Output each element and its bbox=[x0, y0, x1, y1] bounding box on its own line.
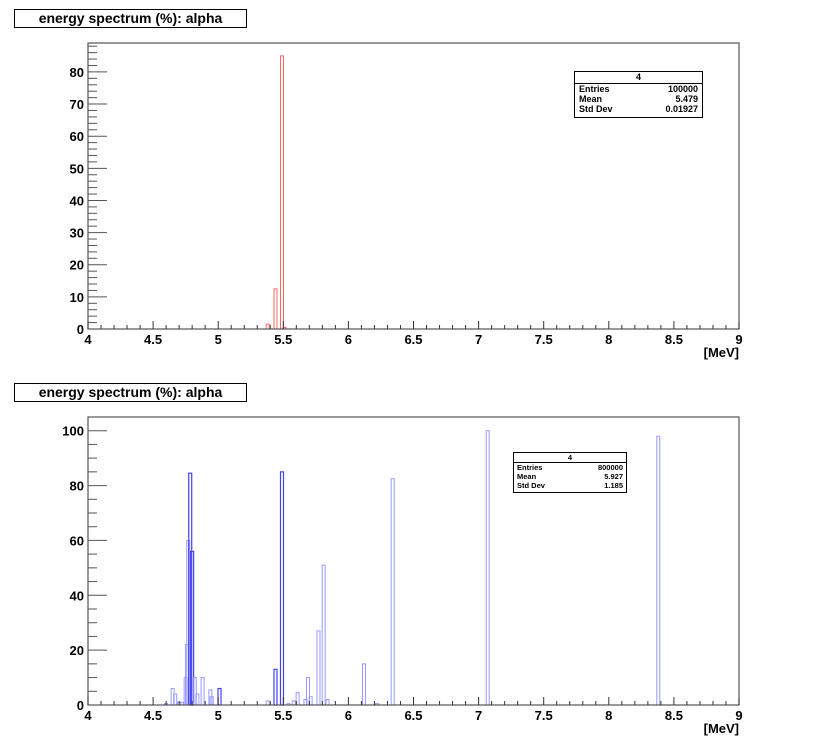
histogram-bar bbox=[291, 700, 296, 706]
y-tick-label: 80 bbox=[70, 479, 84, 494]
histogram-bar bbox=[195, 693, 200, 706]
x-tick-label: 6.5 bbox=[404, 708, 422, 723]
x-tick-label: 5.5 bbox=[274, 332, 292, 347]
x-tick-label: 8 bbox=[605, 332, 612, 347]
bottom-chart-plot: 4 4.5 5 5.5 6 6.5 7 7.5 8 8.5 9[MeV] 0 20 40 60 80 100 bbox=[62, 416, 743, 736]
stats-row-entries: Entries 100000 bbox=[579, 84, 698, 94]
x-tick-label: 9 bbox=[735, 332, 742, 347]
y-tick-label: 40 bbox=[70, 588, 84, 603]
stats-row-mean: Mean 5.479 bbox=[579, 94, 698, 104]
x-tick-label: 8 bbox=[605, 708, 612, 723]
bottom-chart-stats-box: 4 Entries 800000 Mean 5.927 Std Dev 1.185 bbox=[513, 452, 627, 493]
histogram-bar bbox=[325, 699, 330, 706]
top-chart-plot: 4 4.5 5 5.5 6 6.5 7 7.5 8 8.5 9[MeV] 0 10 20 30 40 50 60 7… bbox=[70, 42, 743, 360]
x-tick-label: 5 bbox=[215, 708, 222, 723]
histogram-bar bbox=[390, 478, 395, 706]
x-tick-label: 7 bbox=[475, 332, 482, 347]
x-tick-label: 7.5 bbox=[535, 708, 553, 723]
histogram-bar bbox=[316, 630, 321, 706]
stats-row-stddev: Std Dev 1.185 bbox=[517, 481, 623, 490]
histogram-bar bbox=[279, 471, 285, 706]
y-tick-label: 0 bbox=[77, 698, 84, 713]
x-tick-label: 7.5 bbox=[535, 332, 553, 347]
y-tick-label: 100 bbox=[62, 424, 84, 439]
histogram-bar bbox=[362, 663, 367, 706]
y-tick-label: 60 bbox=[70, 129, 84, 144]
x-tick-label: 9 bbox=[735, 708, 742, 723]
x-tick-label: 6.5 bbox=[404, 332, 422, 347]
x-axis-unit: [MeV] bbox=[704, 721, 739, 736]
histogram-bar bbox=[273, 288, 278, 330]
y-tick-label: 30 bbox=[70, 226, 84, 241]
histogram-bar bbox=[173, 693, 178, 706]
x-tick-label: 6 bbox=[345, 332, 352, 347]
x-tick-label: 4 bbox=[84, 332, 92, 347]
histogram-bar bbox=[279, 55, 284, 330]
top-chart-stats-box: 4 Entries 100000 Mean 5.479 Std Dev 0.01927 bbox=[574, 71, 703, 118]
stats-row-entries: Entries 800000 bbox=[517, 463, 623, 472]
histogram-bar bbox=[265, 323, 270, 330]
stats-row-stddev: Std Dev 0.01927 bbox=[579, 104, 698, 114]
histogram-bar bbox=[200, 677, 205, 706]
y-tick-label: 0 bbox=[77, 322, 84, 337]
histogram-bar bbox=[265, 700, 270, 706]
x-tick-label: 4.5 bbox=[144, 332, 162, 347]
x-tick-label: 4.5 bbox=[144, 708, 162, 723]
x-tick-label: 7 bbox=[475, 708, 482, 723]
bottom-chart-title: energy spectrum (%): alpha bbox=[14, 383, 247, 402]
y-tick-label: 10 bbox=[70, 290, 84, 305]
y-tick-label: 40 bbox=[70, 193, 84, 208]
y-tick-label: 70 bbox=[70, 97, 84, 112]
top-chart-title: energy spectrum (%): alpha bbox=[14, 9, 247, 28]
histogram-bar bbox=[656, 435, 661, 706]
y-tick-label: 80 bbox=[70, 65, 84, 80]
x-tick-label: 6 bbox=[345, 708, 352, 723]
y-tick-label: 20 bbox=[70, 258, 84, 273]
x-axis-unit: [MeV] bbox=[704, 345, 739, 360]
stats-row-mean: Mean 5.927 bbox=[517, 472, 623, 481]
bottom-chart-panel: energy spectrum (%): alpha 4 4.5 5 5.5 6 6.5 7… bbox=[0, 375, 829, 750]
histogram-bar bbox=[485, 430, 490, 706]
histogram-bar bbox=[321, 564, 326, 706]
x-tick-label: 4 bbox=[84, 708, 92, 723]
top-chart-panel: energy spectrum (%): alpha 4 4.5 5 5.5 6 6.5 7… bbox=[14, 9, 743, 360]
x-tick-label: 8.5 bbox=[665, 708, 683, 723]
x-tick-label: 5 bbox=[215, 332, 222, 347]
stats-header: 4 bbox=[575, 72, 702, 84]
stats-header: 4 bbox=[514, 453, 626, 463]
x-tick-label: 5.5 bbox=[274, 708, 292, 723]
y-tick-label: 60 bbox=[70, 533, 84, 548]
y-tick-label: 20 bbox=[70, 643, 84, 658]
y-tick-label: 50 bbox=[70, 161, 84, 176]
histogram-bar bbox=[273, 668, 278, 706]
x-tick-label: 8.5 bbox=[665, 332, 683, 347]
